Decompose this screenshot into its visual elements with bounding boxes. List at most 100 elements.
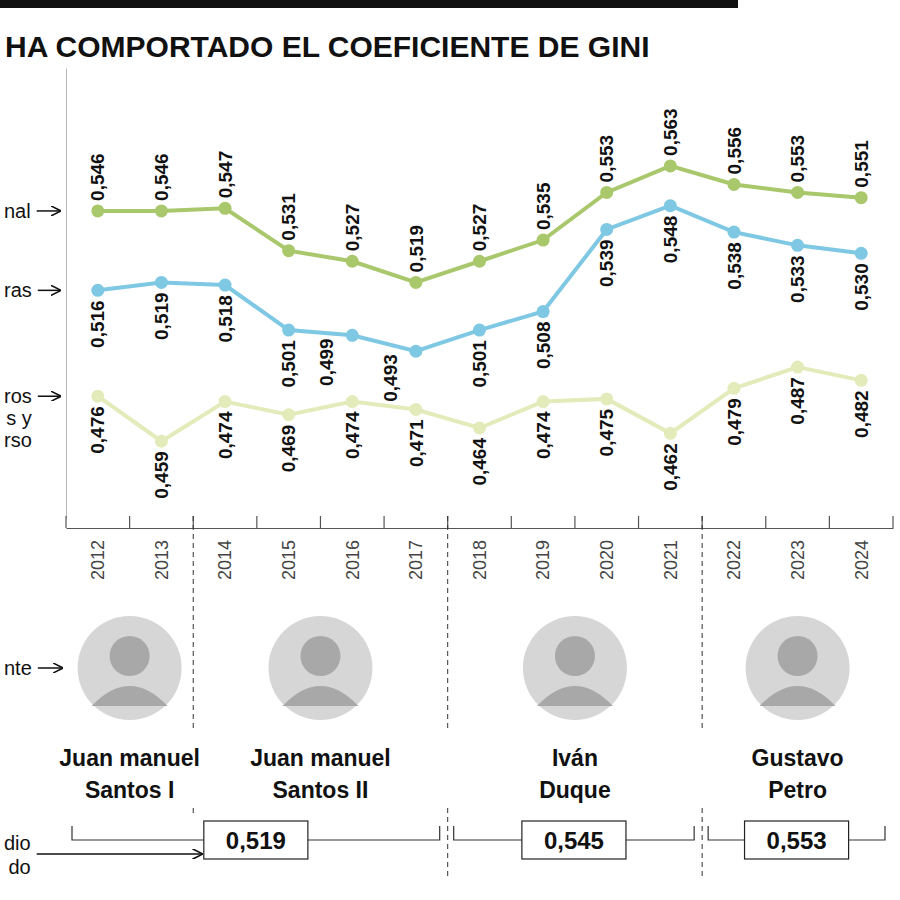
period-name: Santos I: [85, 777, 174, 803]
series-label: nal: [4, 200, 31, 222]
data-label: 0,518: [215, 295, 236, 343]
x-tick: 2019: [533, 528, 553, 580]
data-label: 0,508: [533, 322, 554, 370]
data-label: 0,479: [724, 398, 745, 446]
photo-placeholder: [555, 636, 595, 676]
series-label: ros: [4, 385, 32, 407]
chart: HA COMPORTADO EL COEFICIENTE DE GINI2012…: [0, 0, 900, 900]
title-bar: [0, 0, 738, 8]
period-name: Gustavo: [752, 745, 844, 771]
data-label: 0,464: [469, 438, 490, 486]
period-name: Iván: [552, 745, 598, 771]
row-label-arrow: [38, 667, 62, 669]
data-label: 0,547: [215, 151, 236, 199]
data-label-group: 0,546: [151, 153, 172, 201]
average-label: 0,553: [767, 827, 827, 854]
band-boundary: [65, 516, 66, 528]
series-point: [219, 279, 232, 292]
data-label-group: 0,519: [406, 225, 427, 273]
y-axis: [66, 69, 67, 519]
series-point: [346, 255, 359, 268]
series-point: [346, 395, 359, 408]
series-point: [664, 427, 677, 440]
series-point: [282, 244, 295, 257]
average-box: [522, 821, 626, 859]
data-label-group: 0,518: [215, 295, 236, 343]
period-name: Juan manuel: [59, 745, 200, 771]
data-label-group: 0,501: [278, 340, 299, 388]
title: HA COMPORTADO EL COEFICIENTE DE GINI: [5, 30, 649, 63]
period-separator: [193, 516, 194, 728]
series-point: [409, 276, 422, 289]
data-label-group: 0,459: [151, 451, 172, 499]
period-separator: [193, 808, 194, 815]
photo-placeholder: [268, 616, 372, 720]
band-boundary: [638, 516, 639, 528]
data-label: 0,538: [724, 242, 745, 290]
data-label-group: 0,487: [787, 377, 808, 425]
data-label: 0,493: [380, 354, 401, 402]
data-label: 0,459: [151, 451, 172, 499]
x-tick: 2015: [279, 528, 299, 580]
x-tick-label: 2015: [279, 540, 299, 580]
series-point: [155, 435, 168, 448]
period-separator: [702, 516, 703, 728]
data-label-group: 0,501: [469, 340, 490, 388]
series-label-arrow: [38, 395, 60, 397]
data-label: 0,546: [87, 153, 108, 201]
data-label-group: 0,508: [533, 322, 554, 370]
data-label-group: 0,547: [215, 151, 236, 199]
data-label-group: 0,469: [278, 425, 299, 473]
series-label: rso: [4, 429, 32, 451]
series-point: [855, 247, 868, 260]
series-point: [600, 223, 613, 236]
series-point: [727, 226, 740, 239]
x-tick: 2016: [343, 528, 363, 580]
average-label: 0,545: [544, 827, 604, 854]
series-point: [537, 234, 550, 247]
average-label: 0,519: [226, 827, 286, 854]
data-label-group: 0,531: [278, 193, 299, 241]
series-point: [91, 204, 104, 217]
series-label: ras: [4, 279, 32, 301]
x-tick-label: 2021: [661, 540, 681, 580]
data-label-group: 0,482: [851, 390, 872, 438]
series-point: [537, 305, 550, 318]
x-tick-label: 2020: [597, 540, 617, 580]
data-label-group: 0,548: [660, 216, 681, 264]
row-label-arrow: [37, 853, 202, 855]
x-tick-label: 2019: [533, 540, 553, 580]
data-label-group: 0,556: [724, 127, 745, 175]
data-label-group: 0,527: [469, 204, 490, 252]
data-label: 0,527: [469, 204, 490, 252]
row-label: do: [8, 856, 30, 878]
series-point: [600, 392, 613, 405]
x-tick-label: 2022: [724, 540, 744, 580]
data-label-group: 0,474: [533, 411, 554, 459]
data-label: 0,487: [787, 377, 808, 425]
series-point: [409, 345, 422, 358]
average-box: [745, 821, 849, 859]
data-label: 0,475: [596, 408, 617, 456]
x-tick-label: 2024: [851, 540, 871, 580]
x-tick: 2021: [661, 528, 681, 580]
series-point: [727, 382, 740, 395]
band-boundary: [574, 516, 575, 528]
band-boundary: [829, 516, 830, 528]
data-label: 0,553: [596, 135, 617, 183]
band-boundary: [129, 516, 130, 528]
data-label-group: 0,539: [596, 239, 617, 287]
data-label-group: 0,535: [533, 182, 554, 230]
series-point: [282, 324, 295, 337]
data-label-group: 0,516: [87, 300, 108, 348]
data-label-group: 0,546: [87, 153, 108, 201]
series-point: [282, 408, 295, 421]
series-point: [855, 191, 868, 204]
data-label-group: 0,551: [851, 140, 872, 188]
series-point: [219, 202, 232, 215]
data-label-group: 0,499: [316, 338, 337, 386]
data-label: 0,527: [342, 204, 363, 252]
data-label-group: 0,471: [406, 419, 427, 467]
x-tick: 2014: [215, 528, 235, 580]
series-point: [473, 324, 486, 337]
